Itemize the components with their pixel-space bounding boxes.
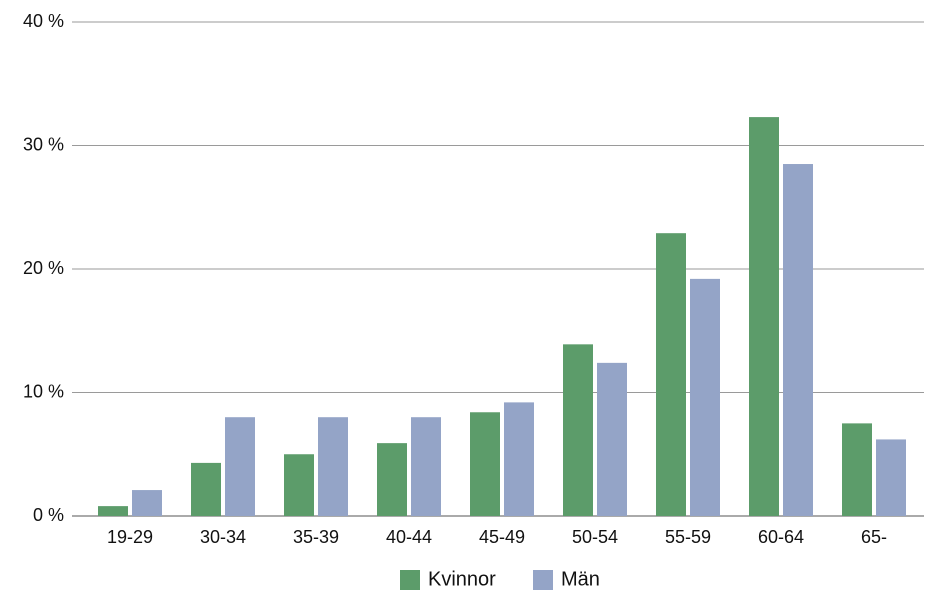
x-tick-label: 50-54 [572, 527, 618, 547]
y-axis: 0 % 10 % 20 % 30 % 40 % [23, 11, 64, 525]
bar-kvinnor-50-54 [563, 344, 593, 516]
y-tick-label: 40 % [23, 11, 64, 31]
legend-swatch-m-n [533, 570, 553, 590]
legend-label: Kvinnor [428, 568, 496, 590]
x-tick-label: 55-59 [665, 527, 711, 547]
legend: Kvinnor Män [400, 568, 600, 590]
y-tick-label: 30 % [23, 134, 64, 154]
y-tick-label: 20 % [23, 258, 64, 278]
x-tick-label: 40-44 [386, 527, 432, 547]
bar-kvinnor-55-59 [656, 233, 686, 516]
bar-m-n-30-34 [225, 417, 255, 516]
x-tick-label: 60-64 [758, 527, 804, 547]
bar-m-n-19-29 [132, 490, 162, 516]
bar-kvinnor-35-39 [284, 454, 314, 516]
y-tick-label: 10 % [23, 381, 64, 401]
bar-m-n-55-59 [690, 278, 720, 516]
bar-m-n-35-39 [318, 417, 348, 516]
bar-m-n-65- [876, 439, 906, 516]
x-tick-label: 35-39 [293, 527, 339, 547]
x-tick-label: 65- [861, 527, 887, 547]
x-tick-label: 30-34 [200, 527, 246, 547]
bar-kvinnor-45-49 [470, 412, 500, 516]
x-tick-label: 45-49 [479, 527, 525, 547]
bar-m-n-60-64 [783, 164, 813, 516]
bar-m-n-50-54 [597, 362, 627, 516]
bar-kvinnor-30-34 [191, 462, 221, 516]
x-tick-label: 19-29 [107, 527, 153, 547]
bar-kvinnor-40-44 [377, 443, 407, 516]
bars [98, 117, 906, 516]
bar-m-n-40-44 [411, 417, 441, 516]
gridlines [72, 21, 924, 517]
x-axis: 19-29 30-34 35-39 40-44 45-49 50-54 55-59 60-64… [107, 527, 887, 547]
legend-label: Män [561, 568, 600, 590]
y-tick-label: 0 % [33, 505, 64, 525]
bar-kvinnor-19-29 [98, 506, 128, 516]
bar-m-n-45-49 [504, 402, 534, 516]
bar-kvinnor-60-64 [749, 117, 779, 516]
bar-kvinnor-65- [842, 423, 872, 516]
legend-swatch-kvinnor [400, 570, 420, 590]
